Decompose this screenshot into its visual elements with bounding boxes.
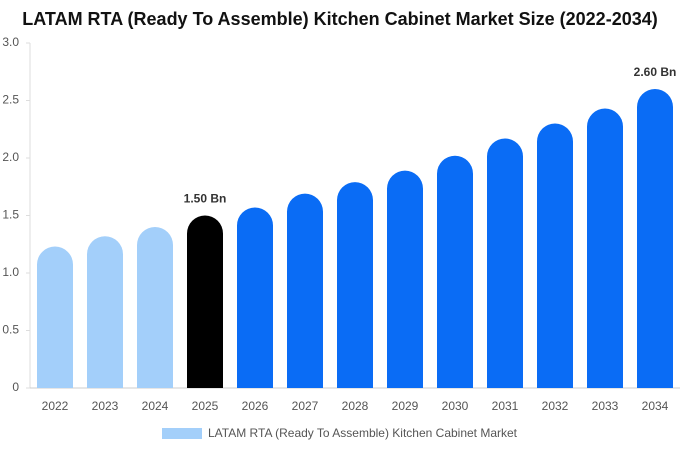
bar xyxy=(437,155,473,388)
chart-title: LATAM RTA (Ready To Assemble) Kitchen Ca… xyxy=(22,9,657,29)
x-tick-label: 2025 xyxy=(192,399,219,413)
x-tick-label: 2030 xyxy=(442,399,469,413)
bar xyxy=(587,108,623,389)
x-tick-label: 2026 xyxy=(242,399,269,413)
bar xyxy=(187,215,223,388)
bar xyxy=(637,89,673,388)
bar xyxy=(137,227,173,388)
y-tick-label: 0 xyxy=(12,380,19,394)
x-tick-label: 2024 xyxy=(142,399,169,413)
x-tick-label: 2022 xyxy=(42,399,69,413)
bar xyxy=(287,193,323,388)
bar xyxy=(537,123,573,388)
legend-swatch xyxy=(162,428,202,439)
x-tick-label: 2032 xyxy=(542,399,569,413)
bar xyxy=(87,236,123,388)
y-tick-label: 3.0 xyxy=(2,35,19,49)
bar xyxy=(487,138,523,388)
bar xyxy=(387,170,423,388)
value-label: 2.60 Bn xyxy=(634,65,677,79)
y-tick-label: 1.5 xyxy=(2,208,19,222)
x-tick-label: 2034 xyxy=(642,399,669,413)
x-tick-label: 2027 xyxy=(292,399,319,413)
bar xyxy=(337,182,373,388)
legend-label: LATAM RTA (Ready To Assemble) Kitchen Ca… xyxy=(208,426,518,440)
x-tick-label: 2029 xyxy=(392,399,419,413)
y-tick-label: 0.5 xyxy=(2,323,19,337)
x-tick-label: 2033 xyxy=(592,399,619,413)
x-tick-label: 2031 xyxy=(492,399,519,413)
y-tick-label: 1.0 xyxy=(2,265,19,279)
bar xyxy=(37,246,73,388)
bar xyxy=(237,207,273,388)
value-label: 1.50 Bn xyxy=(184,192,227,206)
y-tick-label: 2.5 xyxy=(2,93,19,107)
x-tick-label: 2028 xyxy=(342,399,369,413)
y-tick-label: 2.0 xyxy=(2,150,19,164)
x-tick-label: 2023 xyxy=(92,399,119,413)
